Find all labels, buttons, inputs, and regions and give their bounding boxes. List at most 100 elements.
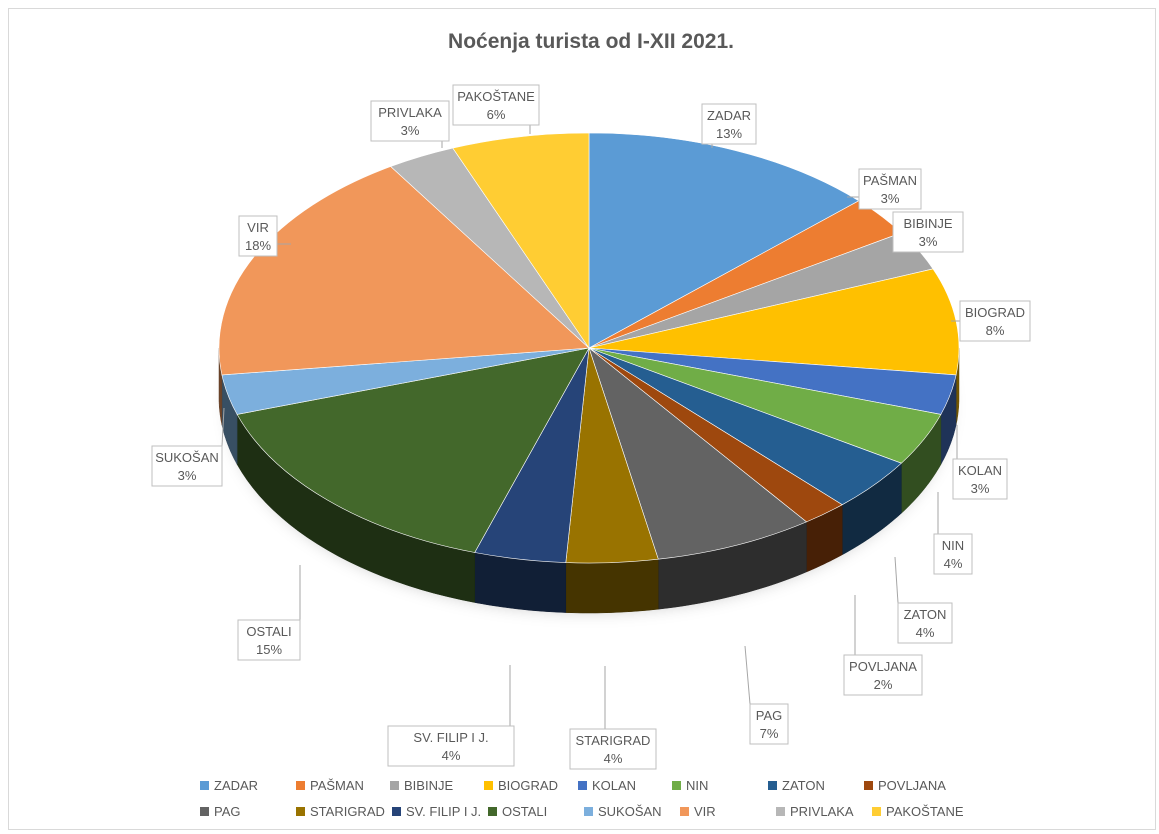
data-label-category: PRIVLAKA	[378, 105, 442, 120]
data-label-value: 2%	[874, 677, 893, 692]
legend-item-sukosan: SUKOŠAN	[584, 804, 680, 819]
data-label-povljana: POVLJANA 2%	[843, 595, 923, 696]
data-label-vir: VIR 18%	[238, 215, 291, 257]
leader-line	[744, 645, 751, 705]
legend-label: BIOGRAD	[498, 777, 558, 793]
legend-label: ZATON	[782, 777, 825, 793]
leader-line	[221, 407, 225, 447]
data-label-box	[701, 103, 757, 145]
data-label-box	[892, 211, 964, 253]
legend-swatch	[680, 806, 689, 816]
legend-label: VIR	[694, 803, 716, 819]
data-label-value: 4%	[944, 556, 963, 571]
data-label-box	[897, 602, 953, 644]
data-label-category: SV. FILIP I J.	[413, 730, 488, 745]
legend-item-zaton: ZATON	[768, 778, 864, 793]
legend-label: BIBINJE	[404, 777, 454, 793]
data-label-category: PAG	[756, 708, 783, 723]
data-label-category: KOLAN	[958, 463, 1002, 478]
legend-item-pakostane: PAKOŠTANE	[872, 804, 968, 819]
legend: ZADAR PAŠMAN BIBINJE BIOGRAD KOLAN NIN ZATON PO…	[200, 772, 1000, 824]
data-label-pasman: PAŠMAN 3%	[847, 168, 922, 210]
data-label-box	[933, 533, 973, 575]
data-label-box	[237, 619, 301, 661]
data-label-box	[370, 100, 450, 142]
legend-item-nin: NIN	[672, 778, 768, 793]
data-label-category: BIOGRAD	[965, 305, 1025, 320]
pie-slice-pakostane	[452, 132, 590, 349]
data-label-pag: PAG 7%	[744, 645, 789, 745]
data-label-value: 4%	[604, 751, 623, 766]
data-label-sv-filip-i-j: SV. FILIP I J. 4%	[387, 665, 515, 767]
legend-label: POVLJANA	[878, 777, 946, 793]
data-label-nin: NIN 4%	[933, 492, 973, 575]
legend-swatch	[864, 780, 873, 790]
legend-swatch	[872, 806, 881, 816]
data-label-biograd: BIOGRAD 8%	[951, 300, 1031, 342]
legend-item-privlaka: PRIVLAKA	[776, 804, 872, 819]
data-label-box	[959, 300, 1031, 342]
pie-slice-ostali	[236, 347, 590, 553]
data-label-category: VIR	[247, 220, 269, 235]
legend-item-biograd: BIOGRAD	[484, 778, 578, 793]
legend-item-zadar: ZADAR	[200, 778, 296, 793]
data-label-category: NIN	[942, 538, 964, 553]
data-label-ostali: OSTALI 15%	[237, 565, 301, 661]
legend-label: PAŠMAN	[310, 777, 364, 793]
legend-item-pag: PAG	[200, 804, 296, 819]
legend-item-vir: VIR	[680, 804, 776, 819]
legend-swatch	[392, 806, 401, 816]
legend-item-starigrad: STARIGRAD	[296, 804, 392, 819]
data-label-privlaka: PRIVLAKA 3%	[370, 100, 450, 148]
legend-swatch	[200, 780, 209, 790]
legend-label: KOLAN	[592, 777, 637, 793]
data-label-category: SUKOŠAN	[155, 450, 219, 465]
legend-label: ZADAR	[214, 777, 259, 793]
data-label-zadar: ZADAR 13%	[701, 103, 757, 148]
data-label-category: PAKOŠTANE	[457, 89, 535, 104]
legend-item-sv-filip-i-j: SV. FILIP I J.	[392, 804, 488, 819]
data-label-category: ZATON	[904, 607, 947, 622]
legend-swatch	[776, 806, 785, 816]
data-label-box	[843, 654, 923, 696]
legend-label: PAG	[214, 803, 241, 819]
legend-swatch	[672, 780, 681, 790]
legend-swatch	[296, 806, 305, 816]
data-label-category: ZADAR	[707, 108, 751, 123]
data-label-bibinje: BIBINJE 3%	[892, 211, 964, 253]
legend-swatch	[584, 806, 593, 816]
pie-side-starigrad	[565, 558, 659, 614]
data-label-value: 3%	[919, 234, 938, 249]
data-label-category: PAŠMAN	[863, 173, 917, 188]
legend-swatch	[390, 780, 399, 790]
data-label-value: 7%	[760, 726, 779, 741]
data-label-value: 4%	[442, 748, 461, 763]
legend-label: NIN	[686, 777, 709, 793]
pie-slice-zadar	[588, 132, 860, 349]
legend-item-bibinje: BIBINJE	[390, 778, 484, 793]
legend-swatch	[488, 806, 497, 816]
data-label-value: 4%	[916, 625, 935, 640]
data-label-box	[452, 84, 540, 126]
data-label-category: POVLJANA	[849, 659, 917, 674]
data-label-value: 15%	[256, 642, 282, 657]
data-label-box	[238, 215, 278, 257]
data-label-box	[858, 168, 922, 210]
legend-item-pasman: PAŠMAN	[296, 778, 390, 793]
chart-title: Noćenja turista od I-XII 2021.	[448, 30, 734, 53]
legend-swatch	[200, 806, 209, 816]
data-label-starigrad: STARIGRAD 4%	[569, 666, 657, 770]
data-label-category: BIBINJE	[903, 216, 952, 231]
data-label-sukosan: SUKOŠAN 3%	[151, 407, 225, 487]
legend-label: OSTALI	[502, 803, 548, 819]
legend-label: SV. FILIP I J.	[406, 803, 482, 819]
legend-label: PAKOŠTANE	[886, 803, 964, 819]
data-label-pakostane: PAKOŠTANE 6%	[452, 84, 540, 134]
data-label-box	[569, 728, 657, 770]
data-label-category: STARIGRAD	[576, 733, 651, 748]
data-label-value: 18%	[245, 238, 271, 253]
data-label-kolan: KOLAN 3%	[952, 425, 1008, 500]
data-label-value: 3%	[178, 468, 197, 483]
legend-item-ostali: OSTALI	[488, 804, 584, 819]
